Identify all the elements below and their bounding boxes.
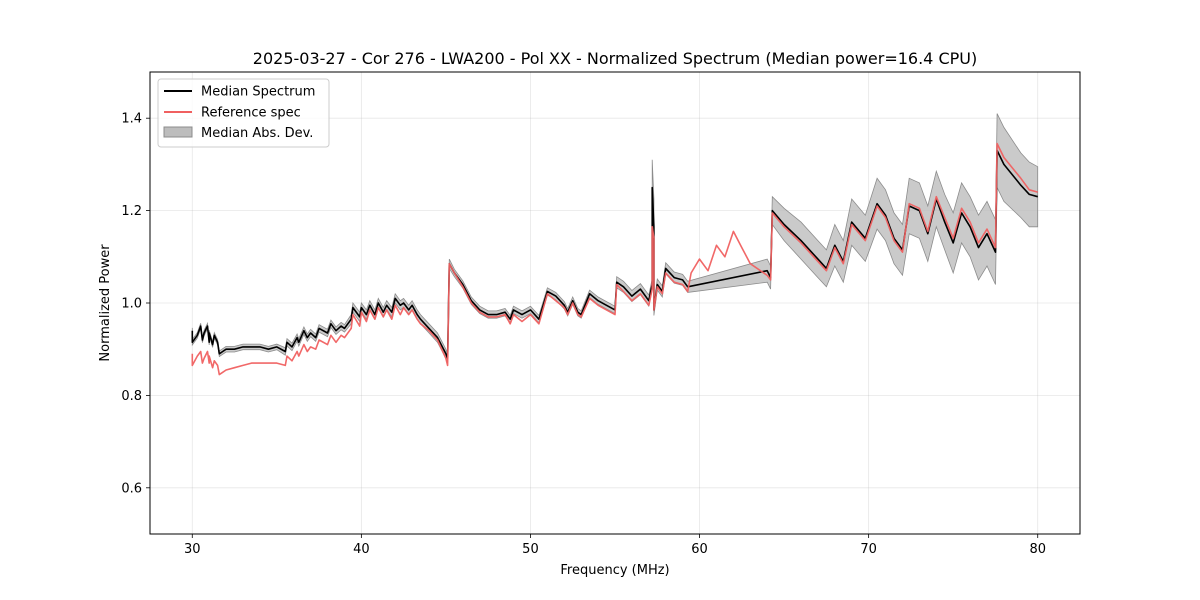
legend-box	[157, 78, 330, 148]
y-tick-label: 1.0	[121, 297, 142, 312]
legend-swatch-mad	[163, 126, 193, 138]
x-tick-label: 30	[184, 542, 201, 557]
y-axis-label: Normalized Power	[98, 244, 113, 362]
mad-band-layer	[191, 113, 1039, 364]
legend-label-mad: Median Abs. Dev.	[201, 126, 313, 141]
x-tick-label: 70	[860, 542, 877, 557]
mad-band	[191, 113, 1039, 364]
legend: Median Spectrum Reference spec Median Ab…	[157, 78, 330, 148]
y-tick-label: 1.2	[121, 204, 142, 219]
x-tick-label: 50	[522, 542, 539, 557]
x-axis-label: Frequency (MHz)	[560, 563, 669, 578]
y-tick-label: 0.6	[121, 481, 142, 496]
series-layer	[191, 142, 1038, 376]
y-tick-label: 0.8	[121, 389, 142, 404]
chart-title: 2025-03-27 - Cor 276 - LWA200 - Pol XX -…	[253, 49, 977, 68]
y-axis-ticks: 0.6 0.8 1.0 1.2 1.4	[121, 112, 150, 496]
legend-label-reference: Reference spec	[201, 106, 301, 121]
x-tick-label: 60	[691, 542, 708, 557]
legend-label-median: Median Spectrum	[201, 85, 315, 100]
reference-spectrum-line	[191, 142, 1038, 376]
x-tick-label: 40	[353, 542, 370, 557]
x-axis-ticks: 30 40 50 60 70 80	[184, 534, 1046, 557]
x-tick-label: 80	[1029, 542, 1046, 557]
y-tick-label: 1.4	[121, 112, 142, 127]
